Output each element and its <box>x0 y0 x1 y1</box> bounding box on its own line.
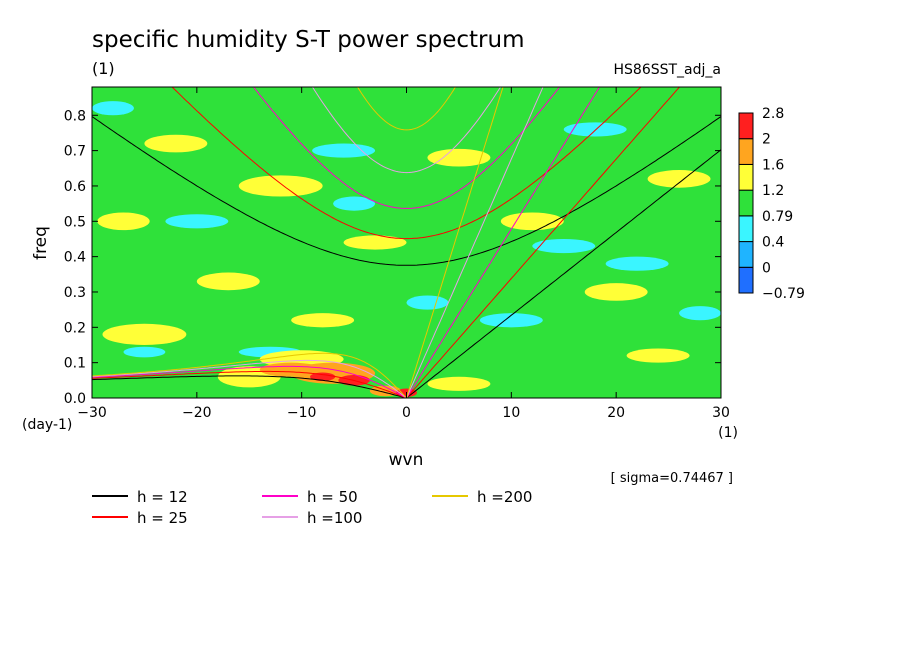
x-unit-label: (1) <box>718 425 738 441</box>
heatmap-patch <box>97 212 150 231</box>
heatmap-patch <box>626 348 690 363</box>
y-tick-label: 0.5 <box>64 214 86 230</box>
heatmap-patch <box>310 372 336 382</box>
colorbar-swatch <box>738 138 754 165</box>
rossby-curve <box>92 365 407 398</box>
heatmap-patch <box>165 214 229 229</box>
kelvin-curve <box>406 87 544 398</box>
y-tick-label: 0.0 <box>64 391 86 407</box>
y-tick-label: 0.1 <box>64 356 86 372</box>
chart-title: specific humidity S-T power spectrum <box>92 27 524 53</box>
gravity-curve <box>311 87 502 174</box>
x-tick-label: 30 <box>712 405 730 421</box>
colorbar-label: 2.8 <box>762 106 784 122</box>
heatmap-patch <box>238 175 323 197</box>
colorbar-label: 2 <box>762 132 771 148</box>
heatmap-patch <box>196 272 260 291</box>
heatmap-patch <box>92 101 134 116</box>
colorbar-swatch <box>738 241 754 268</box>
sigma-note: [ sigma=0.74467 ] <box>611 471 733 486</box>
x-axis-label: wvn <box>389 450 424 470</box>
heatmap-patch <box>406 295 449 310</box>
heatmap-patch <box>144 134 208 153</box>
y-tick-label: 0.6 <box>64 179 86 195</box>
legend-label: h = 12 <box>137 488 188 506</box>
plot-area <box>92 87 721 398</box>
rossby-curve <box>92 352 407 398</box>
kelvin-curve <box>406 87 601 398</box>
rossby-curve <box>92 359 407 398</box>
y-tick-label: 0.4 <box>64 250 86 266</box>
y-tick-label: 0.2 <box>64 320 86 336</box>
gravity-curve <box>171 87 642 240</box>
y-axis-label: freq <box>31 226 51 260</box>
heatmap-patch <box>563 122 627 137</box>
colorbar-label: 0.79 <box>762 209 793 225</box>
heatmap-patch <box>427 376 491 391</box>
x-tick-label: −30 <box>77 405 107 421</box>
heatmap-patch <box>532 238 596 254</box>
legend-label: h = 50 <box>307 488 358 506</box>
colorbar-swatch <box>738 215 754 243</box>
colorbar-label: 0.4 <box>762 235 784 251</box>
x-tick-label: 0 <box>402 405 411 421</box>
heatmap-patch <box>291 313 355 328</box>
heatmap-patch <box>333 196 376 211</box>
heatmap-patch <box>123 346 166 358</box>
colorbar-swatch <box>738 189 754 217</box>
rossby-curve <box>92 375 407 398</box>
colorbar-label: 1.2 <box>762 183 784 199</box>
legend: h = 12 h = 25 h = 50 h =100 h =200 <box>92 488 532 527</box>
colorbar-swatch <box>738 163 754 191</box>
subtitle-left: (1) <box>92 59 115 78</box>
kelvin-curve <box>406 87 504 398</box>
heatmap-patch <box>647 170 711 188</box>
legend-label: h =100 <box>307 509 362 527</box>
heatmap-patch <box>500 212 564 231</box>
gravity-curve <box>252 87 561 209</box>
heatmap-patch <box>343 235 407 250</box>
colorbar-swatch <box>738 112 754 140</box>
heatmap-patch <box>605 256 669 271</box>
heatmap-patch <box>312 143 376 158</box>
y-tick-label: 0.7 <box>64 144 86 160</box>
x-tick-label: −20 <box>182 405 212 421</box>
legend-label: h =200 <box>477 488 532 506</box>
y-tick-label: 0.3 <box>64 285 86 301</box>
x-tick-label: 10 <box>502 405 520 421</box>
x-tick-label: −10 <box>287 405 317 421</box>
heatmap-patch <box>584 283 648 301</box>
subtitle-right: HS86SST_adj_a <box>614 62 722 78</box>
y-unit-label: (day-1) <box>22 417 72 433</box>
kelvin-curve <box>406 149 721 398</box>
legend-label: h = 25 <box>137 509 188 527</box>
heatmap-patch <box>102 323 187 345</box>
x-tick-label: 20 <box>607 405 625 421</box>
colorbar-label: −0.79 <box>762 286 805 302</box>
heatmap-patch <box>479 313 543 328</box>
heatmap-patch <box>679 306 721 321</box>
heatmap-patch <box>427 148 491 167</box>
gravity-curve <box>356 87 457 131</box>
colorbar-label: 0 <box>762 260 771 276</box>
kelvin-curve <box>406 87 681 398</box>
y-tick-label: 0.8 <box>64 108 86 124</box>
colorbar-label: 1.6 <box>762 157 784 173</box>
rossby-curve <box>92 370 407 398</box>
colorbar: −0.79 0 0.4 0.79 1.2 1.6 2 2.8 <box>738 106 805 302</box>
colorbar-swatch <box>738 266 754 294</box>
gravity-curve <box>92 116 721 266</box>
heatmap-background <box>92 87 721 398</box>
